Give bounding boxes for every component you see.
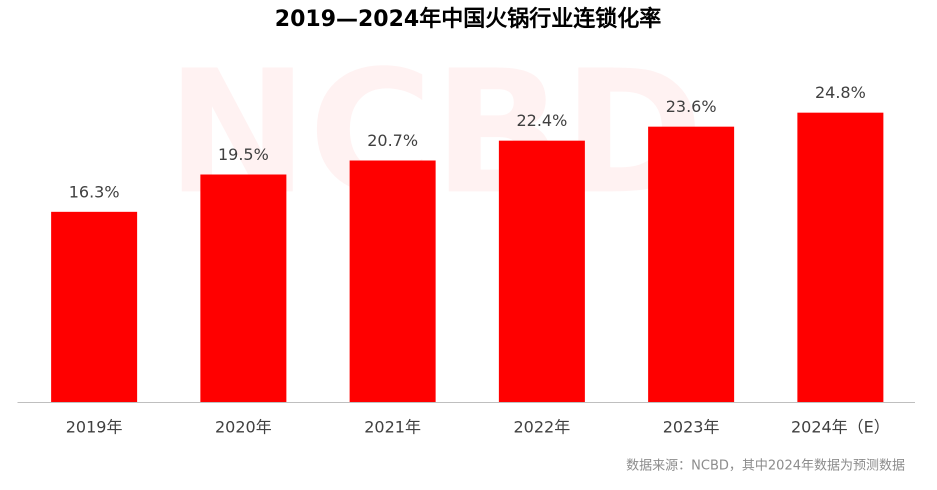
data-label: 16.3% (69, 182, 120, 201)
x-tick-label: 2021年 (364, 418, 421, 437)
chart-title: 2019—2024年中国火锅行业连锁化率 (275, 6, 661, 32)
x-tick-label: 2024年（E） (791, 418, 890, 437)
bar (498, 140, 585, 402)
bar (349, 160, 436, 402)
bar (797, 112, 884, 403)
bar (648, 126, 735, 403)
x-tick-label: 2022年 (514, 418, 571, 437)
x-tick-label: 2023年 (663, 418, 720, 437)
source-note: 数据来源：NCBD，其中2024年数据为预测数据 (626, 459, 905, 474)
data-label: 23.6% (666, 97, 717, 116)
x-tick-label: 2019年 (66, 418, 123, 437)
x-tick-label: 2020年 (215, 418, 272, 437)
bar (200, 174, 287, 402)
data-label: 20.7% (367, 131, 418, 150)
bar (51, 211, 138, 402)
data-label: 19.5% (218, 145, 269, 164)
data-label: 24.8% (815, 83, 866, 102)
data-label: 22.4% (516, 111, 567, 130)
